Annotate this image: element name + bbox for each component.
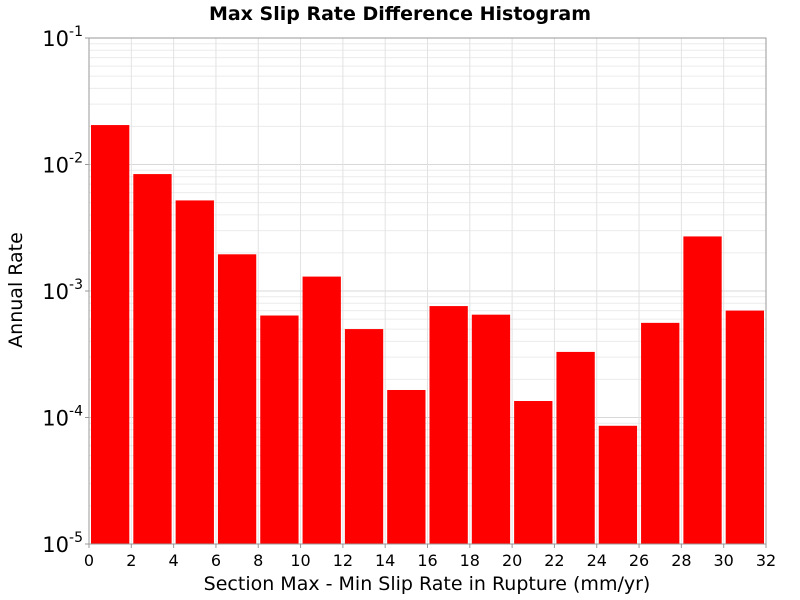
bar: [260, 315, 299, 544]
bar: [514, 401, 553, 544]
x-tick-label: 10: [290, 551, 310, 570]
x-tick-label: 26: [629, 551, 649, 570]
y-axis-ticks: 10-1 10-2 10-3 10-4 10-5: [42, 24, 89, 557]
x-tick-label: 32: [756, 551, 776, 570]
x-tick-label: 0: [84, 551, 94, 570]
x-tick-label: 14: [375, 551, 395, 570]
y-tick-label: 10-4: [42, 404, 83, 431]
bar: [725, 310, 764, 544]
bar: [133, 174, 172, 544]
x-tick-label: 6: [211, 551, 221, 570]
bar: [387, 389, 426, 544]
chart-title: Max Slip Rate Difference Histogram: [209, 3, 591, 25]
x-tick-label: 2: [126, 551, 136, 570]
x-axis-label: Section Max - Min Slip Rate in Rupture (…: [204, 573, 651, 595]
bar: [302, 276, 341, 544]
x-tick-label: 8: [253, 551, 263, 570]
bar: [556, 351, 595, 544]
bar: [683, 236, 722, 544]
x-tick-label: 12: [333, 551, 353, 570]
y-tick-label: 10-1: [42, 24, 83, 51]
x-tick-label: 28: [671, 551, 691, 570]
bar: [598, 425, 638, 544]
x-tick-label: 16: [417, 551, 437, 570]
bar: [471, 314, 511, 544]
bar: [175, 200, 214, 544]
bar: [217, 254, 257, 545]
x-tick-label: 24: [587, 551, 607, 570]
x-axis-ticks: 0 2 4 6 8 10 12 14 16 18 20 22 24 26 28 30 32: [84, 544, 776, 570]
x-tick-label: 18: [460, 551, 480, 570]
y-axis-label: Annual Rate: [5, 232, 27, 348]
y-tick-label: 10-2: [42, 151, 83, 178]
bar: [429, 306, 468, 544]
bars: [91, 125, 764, 545]
y-tick-label: 10-5: [42, 530, 83, 557]
y-tick-label: 10-3: [42, 277, 83, 304]
bar: [641, 322, 680, 544]
x-tick-label: 30: [714, 551, 734, 570]
bar: [91, 125, 130, 544]
x-tick-label: 22: [544, 551, 564, 570]
x-tick-label: 20: [502, 551, 522, 570]
x-tick-label: 4: [169, 551, 179, 570]
bar: [344, 329, 384, 544]
